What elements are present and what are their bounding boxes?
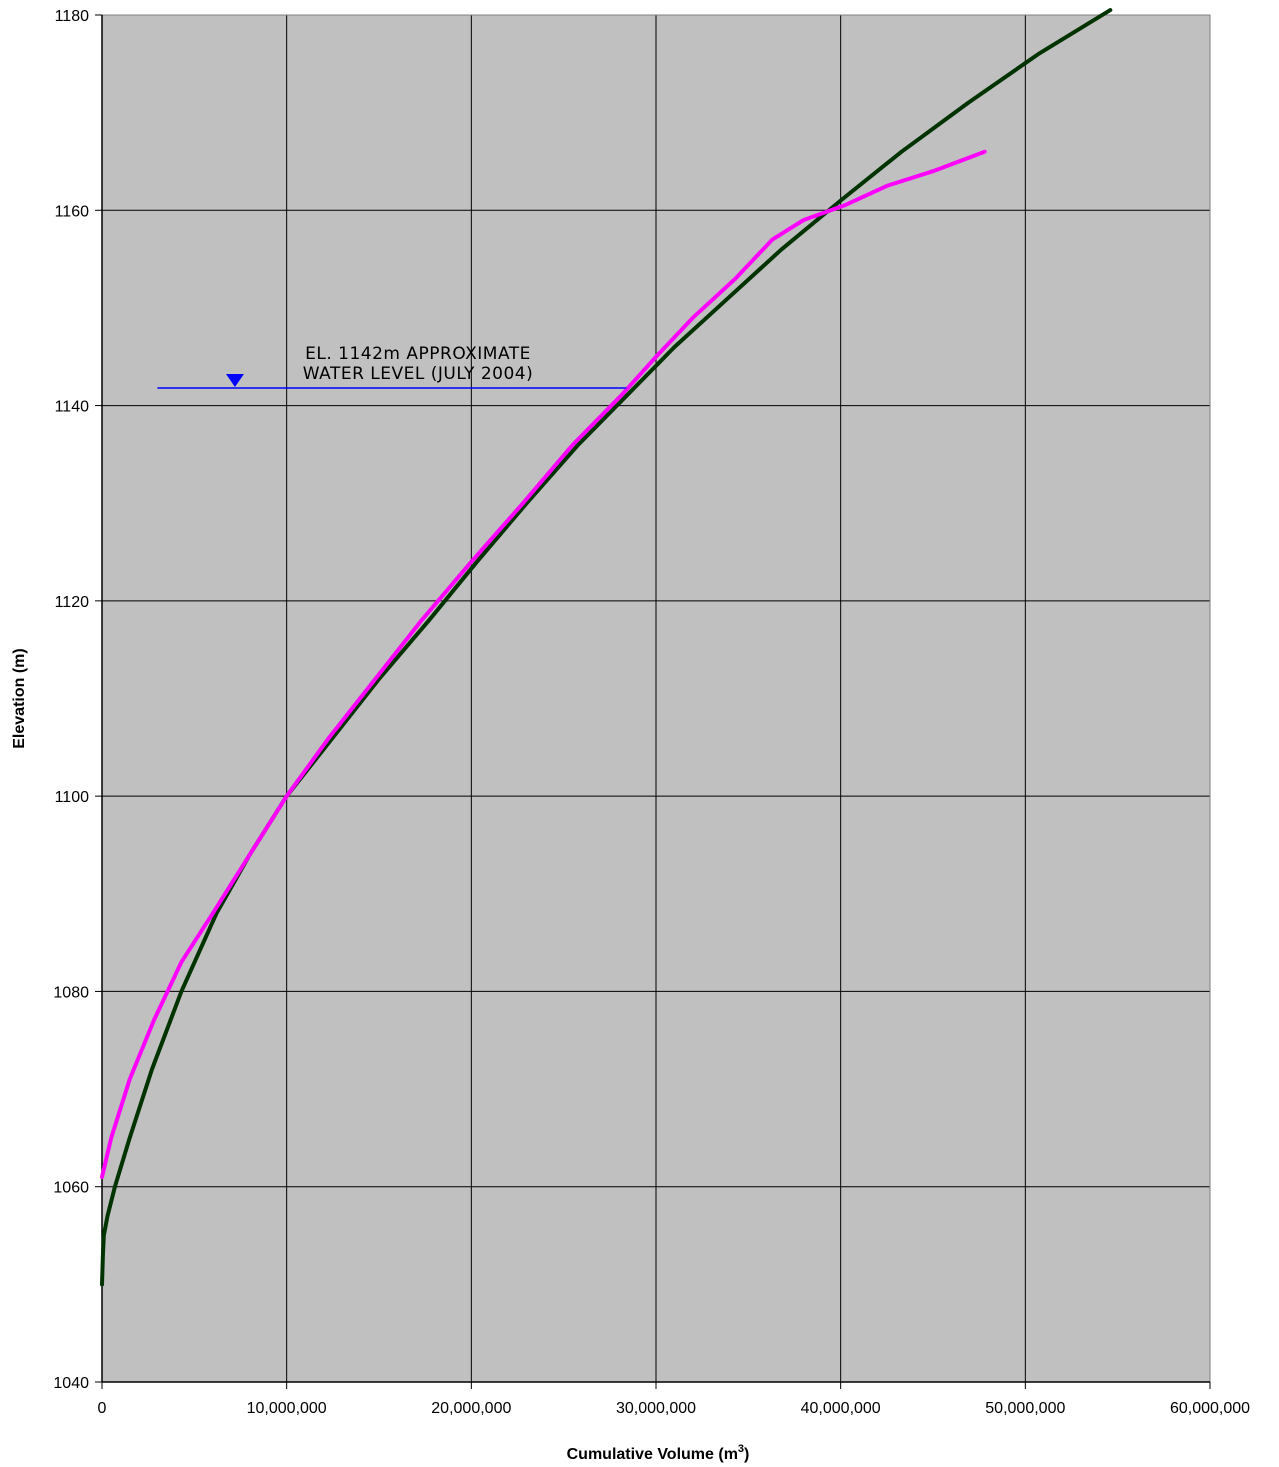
y-tick-label: 1080 — [53, 984, 89, 1001]
y-tick-label: 1060 — [53, 1180, 89, 1197]
annotation-line-1: EL. 1142m APPROXIMATE — [305, 344, 531, 364]
x-tick-label: 0 — [98, 1400, 107, 1417]
x-axis-title: Cumulative Volume (m3) — [567, 1443, 750, 1463]
series-line-2 — [100, 149, 987, 1179]
y-tick-label: 1040 — [53, 1375, 89, 1392]
x-tick-label: 30,000,000 — [616, 1400, 696, 1417]
water-level-marker-icon — [225, 373, 244, 387]
x-axis-title-main: Cumulative Volume (m — [567, 1446, 738, 1463]
y-tick-label: 1180 — [55, 8, 90, 25]
y-axis-title: Elevation (m) — [11, 648, 28, 748]
x-axis-title-superscript: 3 — [738, 1443, 744, 1455]
x-tick-label: 40,000,000 — [801, 1400, 881, 1417]
x-axis-title-suffix: ) — [744, 1446, 749, 1463]
annotation-line-2: WATER LEVEL (JULY 2004) — [303, 364, 533, 384]
series — [100, 8, 1113, 1287]
x-tick-label: 10,000,000 — [247, 1400, 327, 1417]
y-tick-label: 1160 — [55, 203, 90, 220]
x-tick-label: 20,000,000 — [431, 1400, 511, 1417]
axes — [95, 14, 1211, 1389]
x-tick-label: 50,000,000 — [985, 1400, 1065, 1417]
y-tick-label: 1100 — [55, 789, 90, 806]
annotation: EL. 1142m APPROXIMATE WATER LEVEL (JULY … — [157, 344, 627, 389]
x-tick-label: 60,000,000 — [1170, 1400, 1250, 1417]
y-tick-label: 1140 — [55, 399, 90, 416]
y-tick-label: 1120 — [55, 594, 90, 611]
tick-labels: 0 10,000,000 20,000,000 30,000,000 40,000,00… — [53, 8, 1250, 1417]
